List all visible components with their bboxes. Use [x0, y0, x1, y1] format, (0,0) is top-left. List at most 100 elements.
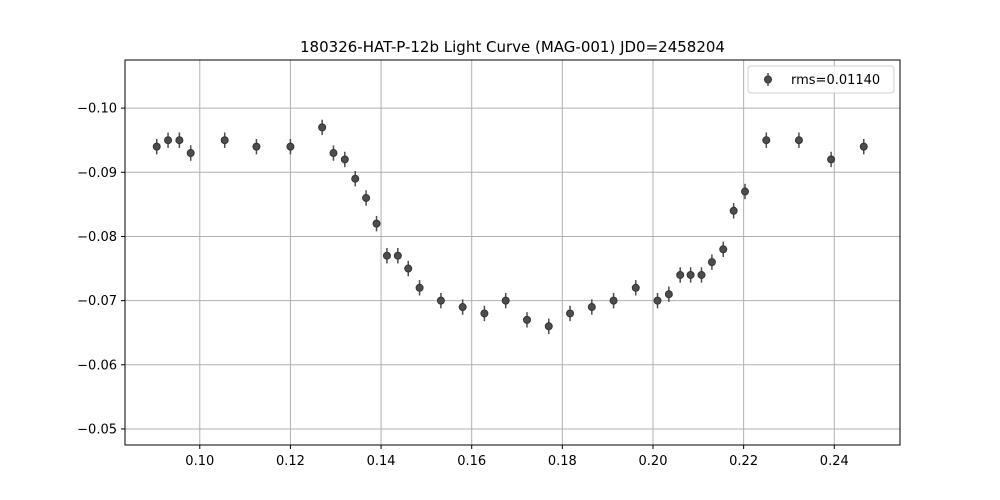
data-point	[707, 254, 716, 270]
point-marker	[719, 245, 728, 254]
data-point	[631, 280, 640, 296]
point-marker	[393, 251, 402, 260]
data-point	[220, 132, 229, 148]
point-marker	[220, 136, 229, 145]
point-marker	[827, 155, 836, 164]
point-marker	[415, 283, 424, 292]
axis-ticks: 0.10 0.12 0.14 0.16 0.18 0.20 0.22 0.24 −0.10 −0.…	[77, 102, 849, 469]
grid	[125, 60, 900, 445]
y-tick-label: −0.08	[77, 230, 117, 245]
point-marker	[252, 142, 261, 151]
data-point	[676, 267, 685, 283]
point-marker	[404, 264, 413, 273]
data-point	[762, 132, 771, 148]
data-point	[653, 292, 662, 309]
point-marker	[362, 193, 371, 202]
data-point	[719, 241, 728, 257]
x-tick-label: 0.22	[729, 454, 758, 469]
data-point	[587, 299, 596, 315]
point-marker	[329, 149, 338, 158]
point-marker	[609, 296, 618, 305]
data-point	[340, 151, 349, 168]
data-point	[404, 260, 413, 277]
point-marker	[175, 136, 184, 145]
data-point	[393, 248, 402, 264]
data-point	[415, 280, 424, 296]
data-point	[329, 145, 338, 161]
point-marker	[686, 270, 695, 279]
point-marker	[382, 251, 391, 260]
point-marker	[741, 187, 749, 196]
point-marker	[794, 136, 803, 145]
point-marker	[286, 142, 295, 151]
data-point	[480, 305, 489, 322]
data-point	[458, 299, 467, 315]
y-tick-label: −0.09	[77, 166, 117, 181]
data-point	[697, 267, 706, 283]
data-point	[859, 138, 868, 155]
point-marker	[164, 136, 173, 145]
data-point	[252, 138, 261, 155]
point-marker	[351, 174, 360, 183]
point-marker	[697, 270, 706, 279]
point-marker	[340, 155, 349, 164]
legend-box	[747, 65, 895, 94]
point-marker	[544, 322, 553, 331]
x-tick-label: 0.16	[457, 454, 486, 469]
data-point	[741, 183, 749, 200]
x-tick-label: 0.10	[185, 454, 214, 469]
y-tick-label: −0.10	[77, 102, 117, 117]
legend-label: rms=0.01140	[791, 73, 880, 88]
point-marker	[152, 142, 161, 151]
data-point	[729, 203, 738, 219]
data-point	[664, 286, 673, 302]
data-point	[436, 292, 445, 309]
point-marker	[501, 296, 510, 305]
data-point	[362, 190, 371, 206]
legend: rms=0.01140	[747, 65, 895, 94]
data-point	[372, 215, 381, 232]
point-marker	[523, 315, 532, 324]
data-point	[609, 292, 618, 309]
data-point	[164, 132, 173, 148]
point-marker	[318, 123, 327, 132]
point-marker	[762, 136, 771, 145]
data-point	[827, 151, 836, 168]
point-marker	[664, 290, 673, 299]
point-marker	[676, 270, 685, 279]
point-marker	[653, 296, 662, 305]
data-point	[175, 132, 184, 148]
data-point	[382, 248, 391, 264]
point-marker	[458, 303, 467, 312]
point-marker	[631, 283, 640, 292]
point-marker	[707, 258, 716, 267]
data-point	[351, 171, 360, 187]
data-point	[286, 138, 295, 155]
x-tick-label: 0.14	[367, 454, 396, 469]
point-marker	[566, 309, 575, 318]
data-point	[501, 292, 510, 309]
legend-marker	[764, 75, 772, 84]
x-tick-label: 0.18	[548, 454, 577, 469]
y-tick-label: −0.05	[77, 422, 117, 437]
data-point	[566, 305, 575, 322]
point-marker	[436, 296, 445, 305]
data-point	[794, 132, 803, 148]
x-tick-label: 0.20	[639, 454, 668, 469]
y-tick-label: −0.07	[77, 294, 117, 309]
point-marker	[729, 206, 738, 215]
x-tick-label: 0.12	[276, 454, 305, 469]
x-tick-label: 0.24	[820, 454, 849, 469]
point-marker	[587, 303, 596, 312]
data-point	[152, 138, 161, 155]
point-marker	[186, 149, 195, 158]
data-point	[318, 119, 327, 136]
point-marker	[372, 219, 381, 228]
point-marker	[859, 142, 868, 151]
data-points	[152, 119, 868, 334]
chart-title: 180326-HAT-P-12b Light Curve (MAG-001) J…	[300, 38, 725, 56]
data-point	[544, 318, 553, 334]
y-tick-label: −0.06	[77, 358, 117, 373]
